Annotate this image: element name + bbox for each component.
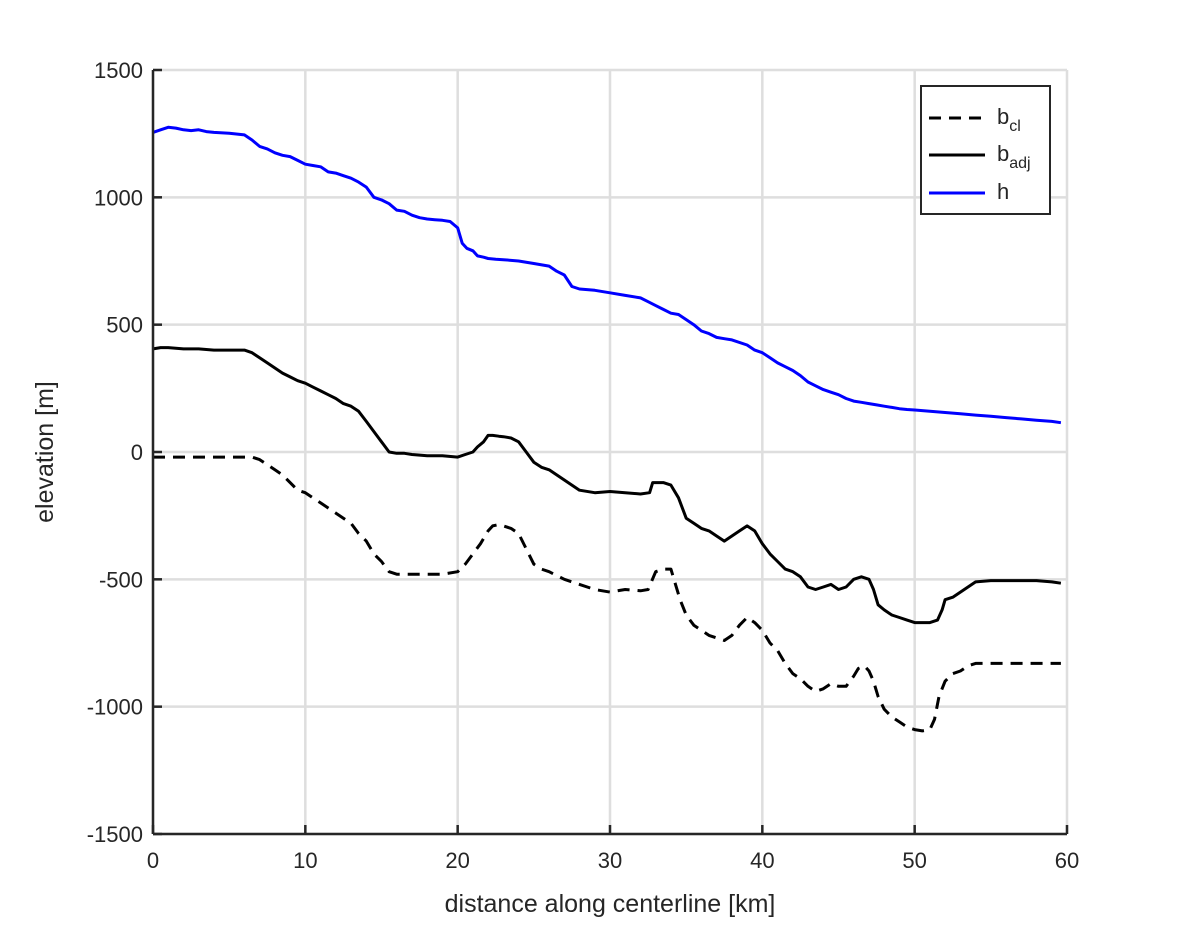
series-lines [152, 125, 1062, 733]
x-tick-label: 50 [902, 848, 926, 873]
legend-sub-b-adj: adj [1009, 155, 1030, 172]
tick-labels: 0 10 20 30 40 50 60 -1500 -1000 -500 0 500 1000 1500 [87, 58, 1080, 873]
legend-main-b-adj: b [997, 141, 1009, 166]
series-line-b-adj [152, 346, 1062, 625]
x-tick-label: 10 [293, 848, 317, 873]
y-tick-label: -1000 [87, 695, 143, 720]
legend-main-b-cl: b [997, 104, 1009, 129]
x-tick-label: 30 [598, 848, 622, 873]
legend-entry-b-cl: bcl [929, 104, 1021, 135]
y-tick-label: 0 [131, 440, 143, 465]
y-tick-label: 1500 [94, 58, 143, 83]
x-tick-label: 40 [750, 848, 774, 873]
y-tick-label: -500 [99, 567, 143, 592]
x-tick-label: 20 [445, 848, 469, 873]
legend-entry-b-adj: badj [929, 141, 1031, 172]
series-line-b-cl [153, 455, 1061, 733]
legend-box [920, 85, 1051, 215]
series-line-h [152, 125, 1062, 425]
x-axis-label: distance along centerline [km] [445, 890, 776, 918]
legend-label-b-cl: bcl [997, 104, 1021, 135]
legend-label-h: h [997, 179, 1009, 204]
legend-sub-b-cl: cl [1009, 118, 1021, 135]
legend-label-b-adj: badj [997, 141, 1031, 172]
y-tick-label: 500 [106, 313, 143, 338]
y-axis-label: elevation [m] [31, 381, 59, 523]
legend-entry-h: h [929, 179, 1009, 204]
x-tick-label: 0 [147, 848, 159, 873]
tick-marks [151, 68, 1069, 836]
y-tick-label: 1000 [94, 185, 143, 210]
y-tick-label: -1500 [87, 822, 143, 847]
x-tick-label: 60 [1055, 848, 1079, 873]
legend: bcl badj h [920, 85, 1051, 215]
